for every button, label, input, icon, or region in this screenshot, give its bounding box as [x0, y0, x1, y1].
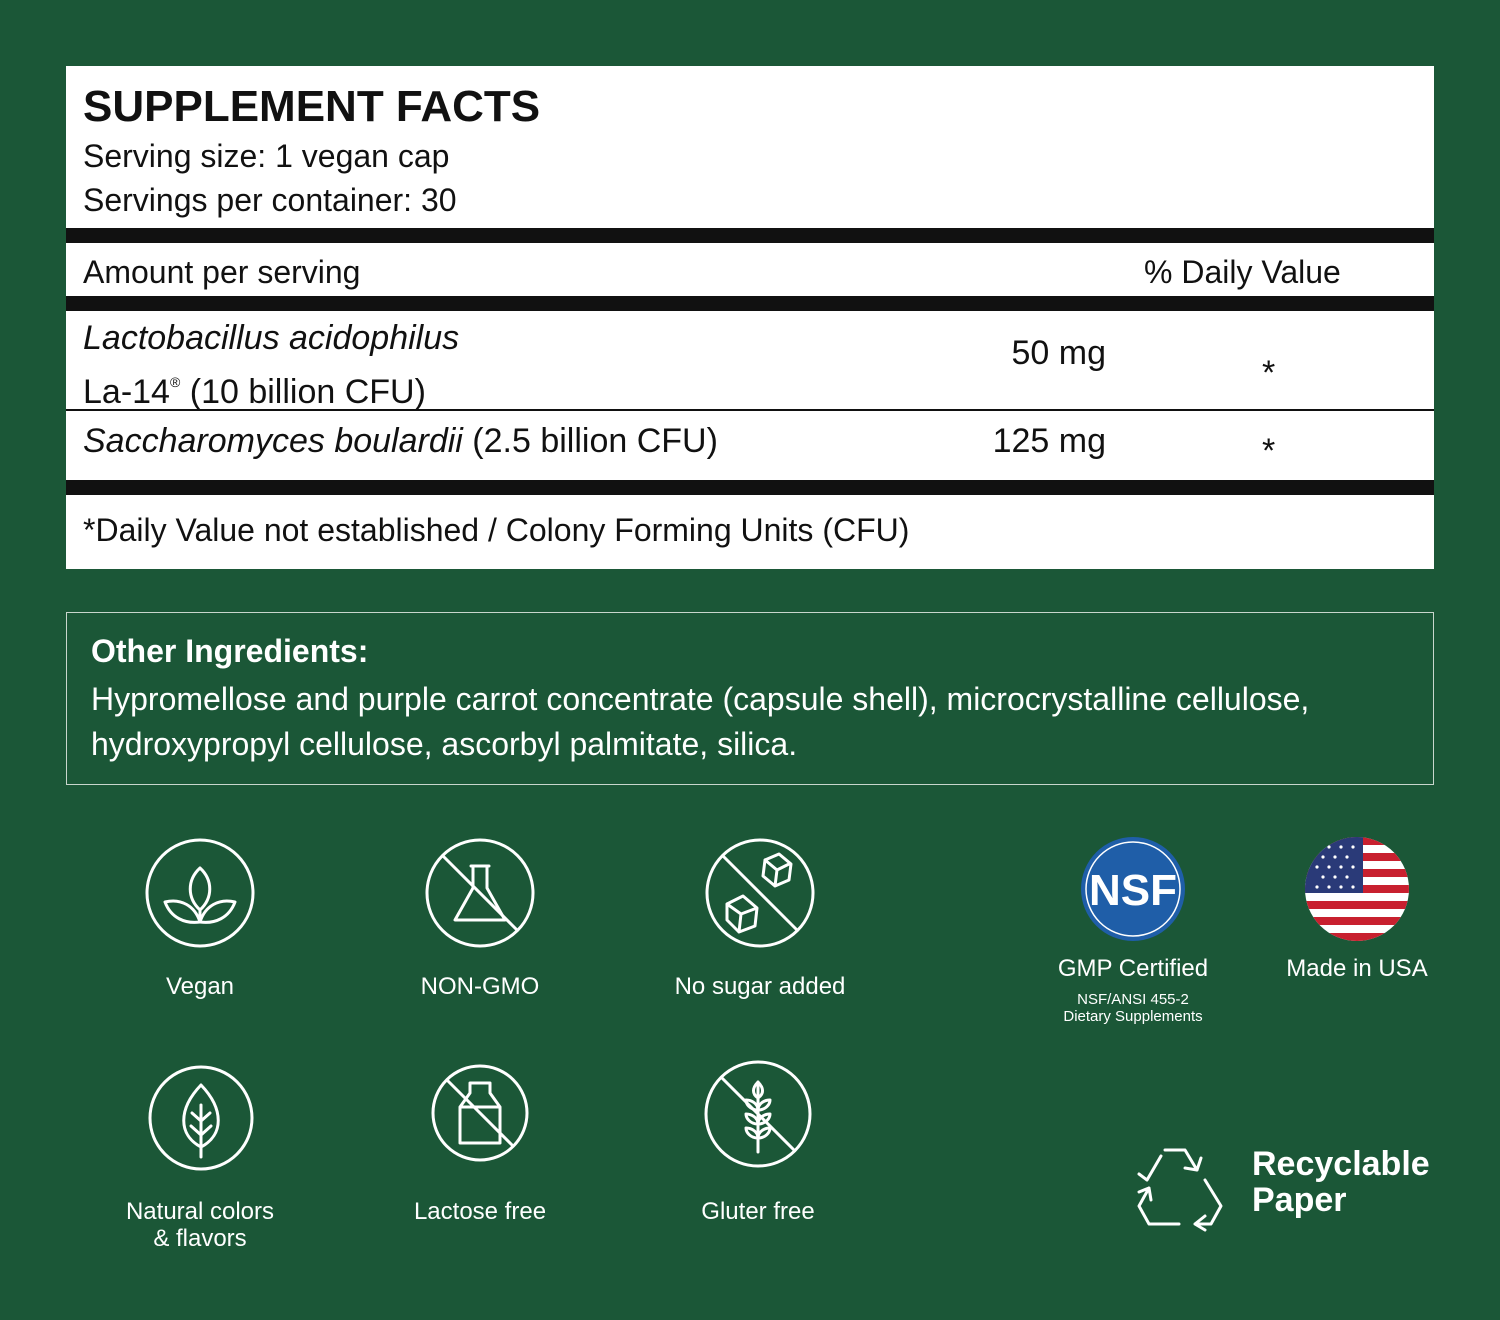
other-ingredients-label: Other Ingredients: [91, 633, 369, 669]
supplement-facts-panel: SUPPLEMENT FACTS Serving size: 1 vegan c… [66, 66, 1434, 569]
ingredient-species: Lactobacillus acidophilus [83, 319, 460, 357]
usa-label: Made in USA [1286, 955, 1428, 982]
ingredient-name: Lactobacillus acidophilus La-14® (10 bil… [83, 316, 459, 414]
ingredient-cfu: (10 billion CFU) [189, 373, 426, 411]
thin-rule [66, 409, 1434, 411]
natural-icon [148, 1065, 254, 1171]
nsf-logo-text: NSF [1089, 866, 1177, 915]
ingredient-dv: * [1262, 432, 1276, 470]
facts-title: SUPPLEMENT FACTS [83, 82, 541, 131]
ingredient-species: Saccharomyces boulardii [83, 422, 463, 460]
serving-size: Serving size: 1 vegan cap [83, 138, 450, 174]
nsf-line: NSF/ANSI 455-2 [1077, 991, 1189, 1008]
usa-flag [1305, 837, 1409, 941]
nsf-title: GMP Certified [1057, 955, 1209, 982]
non-gmo-icon [425, 838, 535, 948]
no-sugar-icon [705, 838, 815, 948]
other-ingredients-text: Hypromellose and purple carrot concentra… [91, 681, 1310, 762]
badge-label: Lactose free [413, 1198, 547, 1225]
thick-rule [66, 480, 1434, 495]
recyclable-line: Paper [1252, 1181, 1347, 1219]
daily-value-header: % Daily Value [1144, 254, 1341, 290]
vegan-icon [145, 838, 255, 948]
recycle-icon [1137, 1148, 1223, 1232]
nsf-logo: NSF [1081, 837, 1185, 941]
ingredient-name: Saccharomyces boulardii (2.5 billion CFU… [83, 422, 718, 461]
ingredient-amount: 50 mg [1011, 334, 1107, 372]
recyclable-line: Recyclable [1252, 1145, 1430, 1183]
badge-label: Natural colors & flavors [125, 1198, 275, 1252]
other-ingredients-box: Other Ingredients: Hypromellose and purp… [66, 612, 1434, 785]
ingredient-strain: La-14 [83, 373, 170, 411]
thick-rule [66, 296, 1434, 311]
nsf-line: Dietary Supplements [1063, 1008, 1203, 1025]
badge-label: Gluter free [701, 1198, 815, 1225]
ingredient-amount: 125 mg [992, 422, 1106, 460]
ingredient-dv: * [1262, 354, 1276, 392]
ingredient-cfu: (2.5 billion CFU) [472, 422, 718, 460]
recyclable-label: Recyclable Paper [1252, 1146, 1430, 1218]
gluten-free-icon [704, 1060, 812, 1168]
badge-label: Vegan [165, 973, 235, 1000]
registered-mark: ® [169, 374, 181, 390]
servings-per-container: Servings per container: 30 [83, 182, 457, 218]
amount-header: Amount per serving [83, 254, 361, 290]
lactose-free-icon [431, 1064, 529, 1162]
thick-rule [66, 228, 1434, 243]
footnote: *Daily Value not established / Colony Fo… [83, 512, 910, 548]
badge-label: No sugar added [674, 973, 846, 1000]
badge-label: NON-GMO [420, 973, 540, 1000]
